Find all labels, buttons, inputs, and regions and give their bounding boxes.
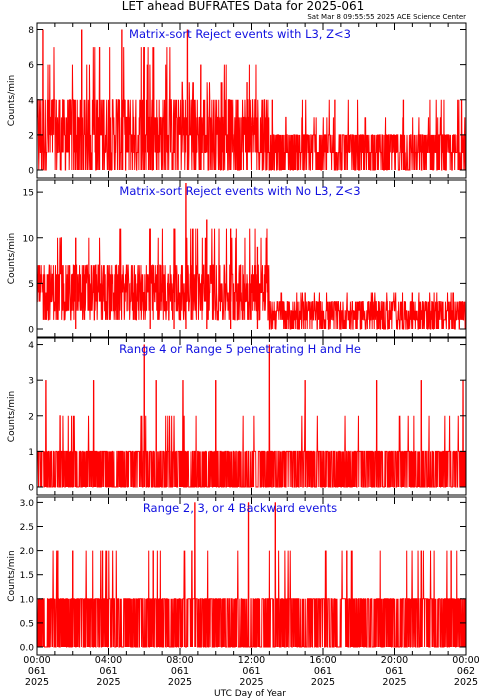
x-tick-label: 062 [457, 666, 475, 677]
y-tick-label: 0 [28, 484, 34, 494]
x-tick-label: 2025 [382, 677, 406, 688]
y-tick-label: 0.0 [20, 644, 35, 654]
x-tick-label: 061 [28, 666, 46, 677]
y-tick-label: 2.5 [20, 523, 34, 533]
x-tick-label: 2025 [96, 677, 120, 688]
generation-timestamp: Sat Mar 8 09:55:55 2025 ACE Science Cent… [307, 13, 466, 21]
panel-title: Range 4 or Range 5 penetrating H and He [119, 342, 361, 356]
y-axis-label: Counts/min [7, 75, 17, 126]
x-tick-label: 12:00 [238, 655, 265, 666]
y-tick-label: 15 [23, 189, 34, 199]
y-axis-label: Counts/min [7, 233, 17, 284]
x-tick-label: 20:00 [381, 655, 408, 666]
y-tick-label: 1 [28, 448, 34, 458]
panels: 0 2 4 6 8 Matrix-sort Reject events with L3, … [7, 22, 467, 656]
series-line-panel-4 [36, 502, 467, 648]
y-tick-label: 5 [28, 280, 34, 290]
x-tick-label: 2025 [454, 677, 478, 688]
x-tick-label: 16:00 [309, 655, 336, 666]
series-line-panel-2 [36, 182, 466, 330]
panel-title: Matrix-sort Reject events with No L3, Z<… [119, 184, 360, 198]
x-tick-label: 061 [171, 666, 189, 677]
x-tick-label: 2025 [168, 677, 192, 688]
y-tick-label: 0.5 [20, 619, 34, 629]
y-tick-label: 3.0 [20, 499, 35, 509]
x-tick-label: 08:00 [166, 655, 193, 666]
x-tick-label: 061 [99, 666, 117, 677]
x-tick-label: 04:00 [95, 655, 122, 666]
y-tick-label: 2 [28, 412, 34, 422]
y-tick-label: 0 [28, 326, 34, 336]
x-tick-label: 2025 [311, 677, 335, 688]
y-tick-label: 2 [28, 131, 34, 141]
y-tick-label: 3 [28, 377, 34, 387]
y-tick-label: 6 [28, 61, 34, 71]
panel-title: Matrix-sort Reject events with L3, Z<3 [129, 27, 351, 41]
y-tick-label: 8 [28, 26, 34, 36]
x-tick-label: 00:00 [23, 655, 50, 666]
panel-4: 0.0 0.5 1.0 1.5 2.0 2.5 3.0 Range 2, 3, or 4 Ba… [7, 496, 467, 656]
x-axis-label: UTC Day of Year [214, 689, 286, 699]
figure-title: LET ahead BUFRATES Data for 2025-061 [122, 0, 364, 13]
x-tick-label: 2025 [239, 677, 263, 688]
x-axis: 00:00061202504:00061202508:00061202512:0… [23, 655, 479, 688]
series-line-panel-1 [36, 29, 467, 171]
x-tick-label: 061 [242, 666, 260, 677]
y-axis-label: Counts/min [7, 391, 17, 442]
x-tick-label: 00:00 [452, 655, 479, 666]
y-tick-label: 1.0 [20, 595, 35, 605]
x-tick-label: 2025 [25, 677, 49, 688]
panel-title: Range 2, 3, or 4 Backward events [143, 501, 337, 515]
x-tick-label: 061 [385, 666, 403, 677]
x-tick-label: 061 [314, 666, 332, 677]
y-axis-label: Counts/min [7, 550, 17, 601]
panel-1: 0 2 4 6 8 Matrix-sort Reject events with L3, … [7, 22, 467, 179]
panel-3: 0 1 2 3 4 Range 4 or Range 5 penetrating H an… [7, 337, 467, 496]
y-tick-label: 1.5 [20, 571, 34, 581]
y-tick-label: 0 [28, 167, 34, 177]
panel-2: 0 5 10 15 Matrix-sort Reject events with No … [7, 179, 467, 338]
y-tick-label: 10 [23, 234, 35, 244]
series-line-panel-3 [36, 344, 467, 488]
y-tick-label: 4 [28, 341, 34, 351]
y-tick-label: 2.0 [20, 547, 35, 557]
y-tick-label: 4 [28, 96, 34, 106]
